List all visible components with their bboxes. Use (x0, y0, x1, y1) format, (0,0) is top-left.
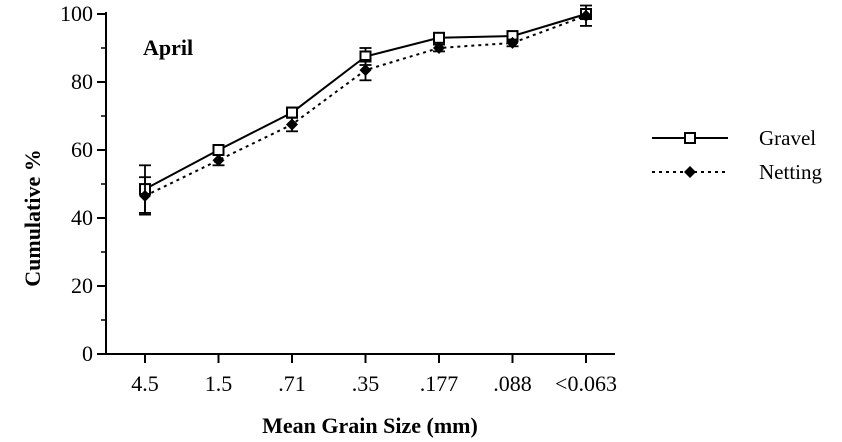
y-tick-label: 20 (71, 273, 93, 298)
legend: Gravel Netting (652, 126, 822, 184)
data-point (433, 31, 445, 44)
y-tick-label: 80 (71, 69, 93, 94)
x-tick-label: .71 (278, 371, 306, 396)
x-axis: 4.5 1.5 .71 .35 .177 .088 <0.063 (106, 353, 617, 396)
x-axis-title: Mean Grain Size (mm) (262, 413, 478, 438)
data-point (580, 9, 592, 22)
y-tick-label: 60 (71, 137, 93, 162)
x-tick-label: .088 (493, 371, 532, 396)
series-line (144, 14, 587, 197)
legend-item-netting: Netting (652, 160, 822, 184)
legend-label-gravel: Gravel (759, 126, 816, 150)
legend-marker-netting (684, 166, 696, 178)
legend-marker-gravel (684, 132, 696, 144)
series-netting (139, 4, 592, 216)
y-tick-label: 100 (60, 1, 93, 26)
data-point (433, 42, 445, 54)
data-point (506, 36, 519, 49)
data-point (212, 154, 225, 167)
x-tick-label: .177 (420, 371, 459, 396)
data-point (139, 189, 151, 202)
x-tick-label: <0.063 (555, 371, 617, 396)
data-point (286, 118, 298, 131)
plot-series (139, 4, 592, 216)
legend-label-netting: Netting (759, 160, 822, 184)
x-tick-label: .35 (352, 371, 380, 396)
data-point (212, 144, 225, 156)
x-tick-label: 4.5 (131, 371, 159, 396)
y-axis: 0 20 40 60 80 100 (60, 1, 107, 366)
data-point (286, 106, 298, 119)
series-gravel (139, 7, 592, 214)
legend-item-gravel: Gravel (652, 126, 816, 150)
y-tick-label: 40 (71, 205, 93, 230)
x-tick-label: 1.5 (205, 371, 233, 396)
chart-annotation: April (143, 35, 193, 60)
y-axis-title: Cumulative % (20, 149, 45, 287)
y-tick-label: 0 (82, 341, 93, 366)
data-point (359, 64, 372, 77)
